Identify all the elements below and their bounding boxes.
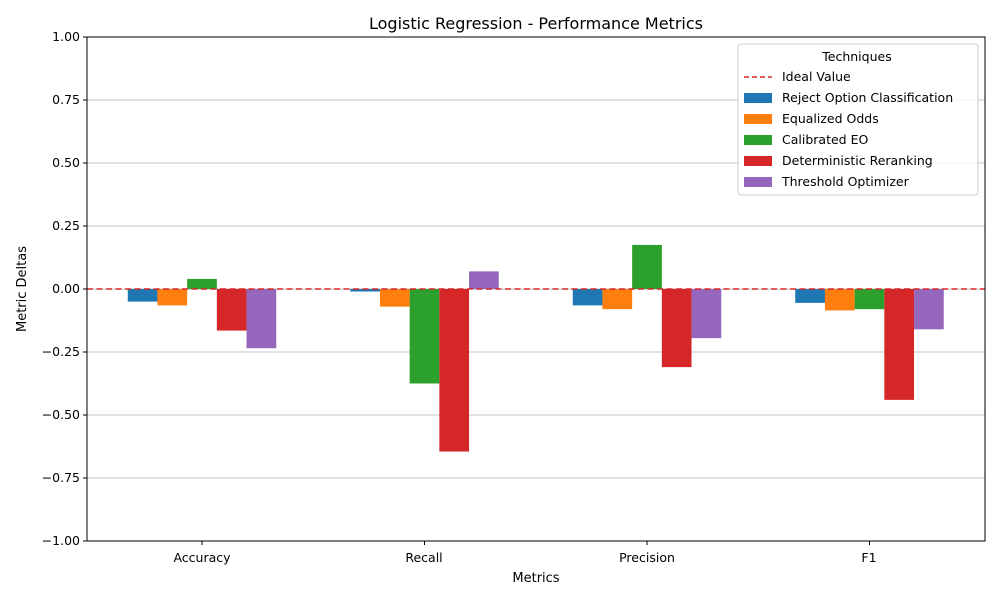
x-tick-label: Accuracy [173, 550, 231, 565]
legend-label: Equalized Odds [782, 111, 879, 126]
y-tick-label: 0.75 [52, 92, 80, 107]
legend-label: Deterministic Reranking [782, 153, 933, 168]
legend-swatch [744, 93, 772, 103]
bar [854, 289, 885, 310]
legend-label: Reject Option Classification [782, 90, 953, 105]
x-tick-label: Recall [405, 550, 442, 565]
bar [246, 289, 277, 349]
y-tick-label: −0.75 [42, 470, 80, 485]
bar [632, 244, 662, 289]
bars [127, 244, 944, 452]
x-axis-label: Metrics [512, 571, 559, 586]
legend-swatch [744, 135, 772, 145]
bar [350, 289, 380, 292]
bar [602, 289, 633, 310]
legend: Techniques Ideal Value Reject Option Cla… [737, 43, 979, 196]
x-tick-label: Precision [619, 550, 675, 565]
bar [691, 289, 722, 339]
x-axis [201, 541, 870, 545]
bar [409, 289, 440, 384]
bar [884, 289, 915, 400]
legend-box [737, 43, 979, 196]
bar [127, 289, 158, 302]
legend-label: Calibrated EO [782, 132, 868, 147]
y-tick-label: 0.50 [52, 155, 80, 170]
bar [914, 289, 944, 330]
legend-ideal-value-label: Ideal Value [782, 69, 851, 84]
y-tick-label: 1.00 [52, 29, 80, 44]
legend-swatch [744, 156, 772, 166]
y-tick-label: 0.00 [52, 281, 80, 296]
legend-label: Threshold Optimizer [781, 174, 910, 189]
bar [795, 289, 825, 303]
y-tick-label: −0.25 [42, 344, 80, 359]
bar [661, 289, 692, 368]
bar [379, 289, 410, 307]
y-tick-label: 0.25 [52, 218, 80, 233]
bar [187, 278, 217, 289]
bar [469, 271, 499, 289]
bar [439, 289, 470, 452]
y-tick-label: −0.50 [42, 407, 80, 422]
bar [157, 289, 188, 306]
y-axis: −1.00 −0.75 −0.50 −0.25 0.00 0.25 0.50 0.75 1.00 [42, 29, 87, 548]
bar [216, 289, 247, 331]
bar [572, 289, 603, 306]
chart-title: Logistic Regression - Performance Metric… [369, 14, 703, 33]
legend-swatch [744, 114, 772, 124]
legend-title: Techniques [821, 49, 891, 64]
y-axis-label: Metric Deltas [15, 246, 30, 332]
bar [824, 289, 855, 311]
x-tick-label: F1 [861, 550, 876, 565]
y-tick-label: −1.00 [42, 533, 80, 548]
legend-swatch [744, 177, 772, 187]
